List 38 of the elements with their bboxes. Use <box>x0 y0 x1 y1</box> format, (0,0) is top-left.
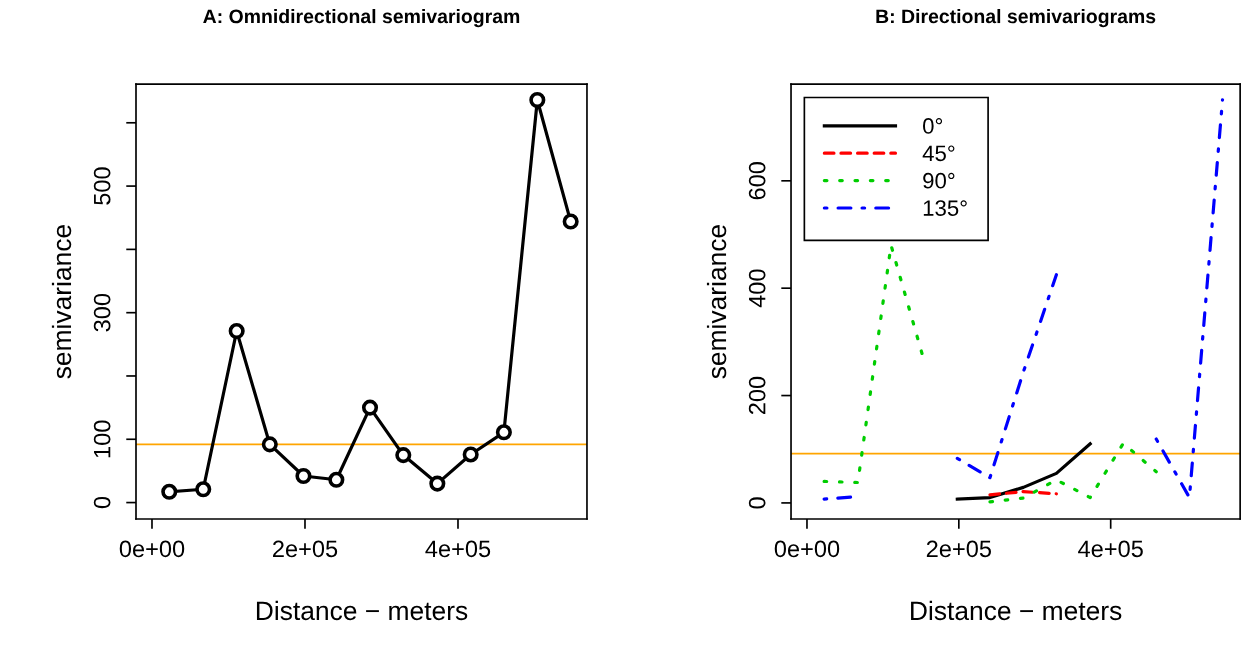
point <box>462 446 479 463</box>
x-axis-title: Distance − meters <box>256 600 468 621</box>
x-tick-label: 0e+00 <box>774 540 840 558</box>
x-tick-label: 2e+05 <box>273 540 338 558</box>
point <box>429 475 446 492</box>
x-axis-title: Distance − meters <box>911 600 1122 621</box>
y-tick-label: 200 <box>748 376 766 415</box>
legend-label: 135° <box>923 200 967 216</box>
x-tick-label: 4e+05 <box>425 540 491 558</box>
y-axis-title: semivariance <box>706 225 727 379</box>
chart-title: A: Omnidirectional semivariogram <box>203 8 520 28</box>
y-tick-label: 400 <box>748 269 766 308</box>
x-tick-label: 0e+00 <box>119 540 185 558</box>
y-tick-label: 300 <box>93 293 111 332</box>
point <box>161 483 178 500</box>
point <box>295 467 312 485</box>
point <box>261 436 278 453</box>
legend-label: 0° <box>923 118 943 134</box>
point <box>195 481 212 498</box>
point <box>529 91 546 109</box>
point <box>228 322 245 340</box>
line-series <box>955 442 1092 501</box>
legend-label: 90° <box>923 172 955 189</box>
y-axis-title: semivariance <box>51 225 72 379</box>
x-tick-label: 2e+05 <box>926 540 991 558</box>
y-tick-label: 600 <box>748 162 766 200</box>
point <box>495 424 512 441</box>
point <box>328 471 345 488</box>
x-tick-label: 4e+05 <box>1078 540 1143 558</box>
chart-title: B: Directional semivariograms <box>876 8 1156 28</box>
y-tick-label: 100 <box>93 420 111 458</box>
point <box>395 447 412 464</box>
point <box>361 399 379 416</box>
legend-label: 45° <box>922 145 955 162</box>
y-tick-label: 0 <box>93 496 111 509</box>
y-tick-label: 500 <box>93 167 111 205</box>
y-tick-label: 0 <box>748 497 766 509</box>
point <box>562 213 579 230</box>
